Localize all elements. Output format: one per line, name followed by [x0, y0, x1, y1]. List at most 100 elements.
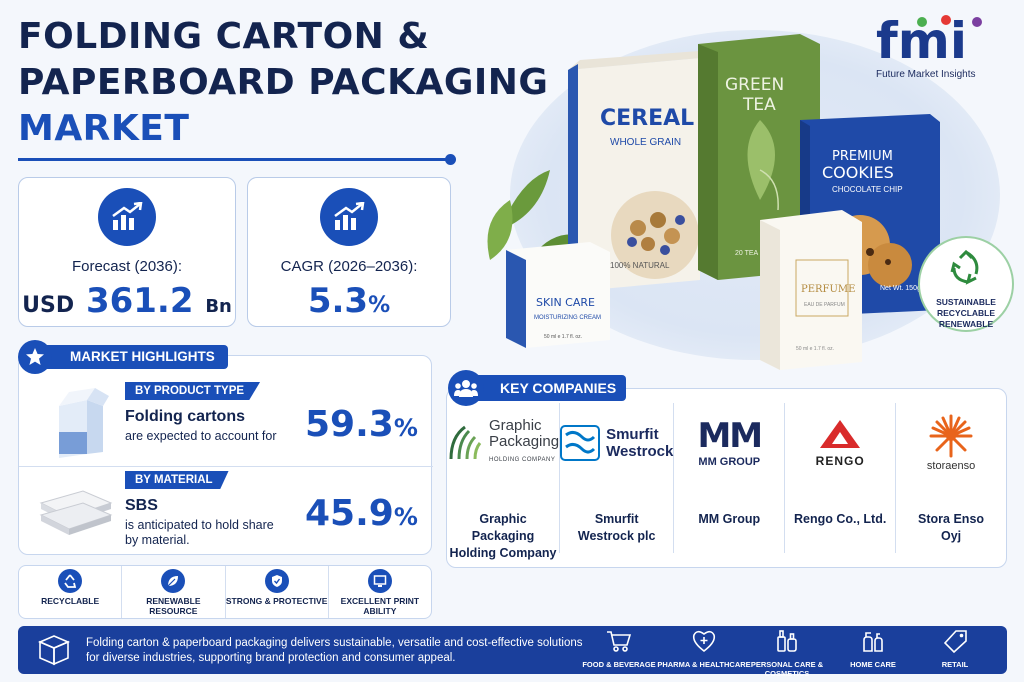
title-divider [18, 154, 456, 165]
cookies-title2: COOKIES [822, 163, 894, 182]
logo-sub: HOLDING COMPANY [489, 457, 556, 463]
company-logo: Smurfit Westrock [560, 403, 673, 483]
company-name: Rengo Co., Ltd. [793, 512, 887, 526]
growth-chart-icon [320, 188, 378, 246]
fmi-logo: fmi Future Market Insights [876, 12, 1006, 80]
feature-protective: STRONG & PROTECTIVE [226, 566, 329, 618]
feature-print: EXCELLENT PRINT ABILITY [329, 566, 431, 618]
key-companies-title: KEY COMPANIES [466, 375, 626, 401]
badge-line1: SUSTAINABLE [936, 297, 996, 307]
stora-enso-logo-icon [929, 414, 973, 458]
tea-title2: TEA [742, 95, 776, 115]
paperboard-stack-icon [39, 490, 113, 535]
cereal-side: 100% NATURAL [610, 261, 670, 270]
logo-line1: MM [697, 415, 763, 456]
cookies-title1: PREMIUM [832, 149, 893, 164]
forecast-label: Forecast (2036): [71, 258, 183, 275]
logo-line1: Smurfit [606, 426, 659, 443]
feature-label: EXCELLENT PRINT ABILITY [340, 596, 420, 616]
logo-line1: RENGO [815, 454, 865, 468]
forecast-number: 361.2 [85, 281, 194, 321]
carton-box-icon [59, 388, 109, 458]
leaf-icon [161, 569, 186, 593]
title-line1: FOLDING CARTON & [18, 16, 430, 57]
recycle-icon [950, 249, 979, 285]
highlight-tag: BY PRODUCT TYPE [125, 382, 261, 400]
highlight-tag: BY MATERIAL [125, 471, 229, 489]
heart-plus-icon [692, 630, 716, 653]
box-outline-icon [37, 635, 71, 666]
summary-text: Folding carton & paperboard packaging de… [86, 637, 583, 664]
monitor-icon [367, 569, 392, 593]
segment-retail: RETAIL [914, 629, 996, 669]
highlight-value: 45.9% [305, 493, 418, 534]
cereal-title: CEREAL [600, 106, 694, 131]
logo-line2: MM GROUP [698, 455, 761, 468]
highlight-desc: are expected to account for [125, 429, 277, 443]
shield-icon [264, 569, 289, 593]
company-mm-group: MM MM GROUP MM Group [674, 403, 786, 553]
company-name: Graphic Packaging Holding Company [449, 512, 557, 560]
company-logo: MM MM GROUP [674, 403, 784, 483]
cagr-number: 5.3 [307, 281, 369, 321]
company-rengo: RENGO Rengo Co., Ltd. [785, 403, 897, 553]
growth-chart-icon [98, 188, 156, 246]
highlight-name: SBS [125, 497, 158, 514]
forecast-suffix: Bn [205, 296, 232, 317]
star-icon [18, 340, 52, 374]
perfume-sub: EAU DE PARFUM [804, 302, 845, 308]
company-logo: storaenso [896, 403, 1006, 483]
highlight-product-type: BY PRODUCT TYPE Folding cartons are expe… [19, 378, 433, 462]
graphic-packaging-logo-icon [449, 425, 482, 460]
highlight-material: BY MATERIAL SBS is anticipated to hold s… [19, 466, 433, 550]
cagr-label: CAGR (2026–2036): [280, 258, 418, 275]
badge-line3: RENEWABLE [938, 319, 994, 329]
market-highlights-panel: BY PRODUCT TYPE Folding cartons are expe… [18, 355, 433, 555]
product-boxes-illustration: CEREAL WHOLE GRAIN 100% NATURAL GREEN TE… [487, 34, 940, 370]
segment-home-care: HOME CARE [832, 629, 914, 669]
cookies-sub: CHOCOLATE CHIP [832, 185, 903, 194]
cagr-card: CAGR (2026–2036): 5.3% [247, 177, 451, 327]
price-tag-icon [943, 630, 967, 654]
key-companies-header: KEY COMPANIES [448, 370, 628, 406]
segment-label: RETAIL [941, 660, 969, 669]
segment-label: HOME CARE [850, 660, 896, 669]
highlight-name: Folding cartons [125, 408, 245, 425]
highlight-value: 59.3% [305, 404, 418, 445]
badge-line2: RECYCLABLE [936, 308, 996, 318]
segment-food-beverage: FOOD & BEVERAGE [578, 629, 660, 669]
company-logo: RENGO [785, 403, 895, 483]
page-title: FOLDING CARTON & PAPERBOARD PACKAGING MA… [18, 14, 548, 152]
tea-title1: GREEN [725, 75, 784, 95]
market-highlights-header: MARKET HIGHLIGHTS [18, 340, 228, 374]
segment-label: PERSONAL CARE & COSMETICS [750, 660, 824, 678]
cagr-value: 5.3% [248, 281, 450, 326]
logo-line1: storaenso [926, 460, 976, 472]
sustainable-badge: SUSTAINABLE RECYCLABLE RENEWABLE [918, 236, 1014, 332]
perfume-size: 50 ml e 1.7 fl. oz. [796, 346, 834, 352]
forecast-value: USD 361.2 Bn [19, 281, 235, 327]
forecast-card: Forecast (2036): USD 361.2 Bn [18, 177, 236, 327]
logo-line2: Packaging [489, 433, 560, 450]
skincare-box [506, 242, 610, 348]
bottles-icon [777, 630, 797, 652]
key-companies-panel: Graphic Packaging HOLDING COMPANY Graphi… [446, 388, 1007, 568]
recycle-icon [58, 569, 83, 593]
feature-renewable: RENEWABLE RESOURCE [122, 566, 226, 618]
title-line3: MARKET [18, 108, 190, 149]
forecast-prefix: USD [22, 293, 75, 318]
skincare-size: 50 ml e 1.7 fl. oz. [544, 334, 582, 340]
smurfit-westrock-logo-icon [560, 425, 601, 461]
perfume-box [760, 210, 862, 370]
cereal-box [568, 50, 712, 292]
segment-pharma: PHARMA & HEALTHCARE [656, 629, 752, 669]
company-name: Smurfit Westrock plc [577, 512, 656, 543]
segment-personal-care: PERSONAL CARE & COSMETICS [746, 629, 828, 678]
cart-icon [607, 631, 632, 652]
company-logo: Graphic Packaging HOLDING COMPANY [447, 403, 559, 483]
people-group-icon [448, 370, 484, 406]
summary-bar: Folding carton & paperboard packaging de… [18, 626, 1007, 678]
feature-label: RENEWABLE RESOURCE [146, 596, 201, 616]
skincare-sub: MOISTURIZING CREAM [534, 315, 601, 321]
highlight-desc: is anticipated to hold share by material… [125, 518, 274, 547]
